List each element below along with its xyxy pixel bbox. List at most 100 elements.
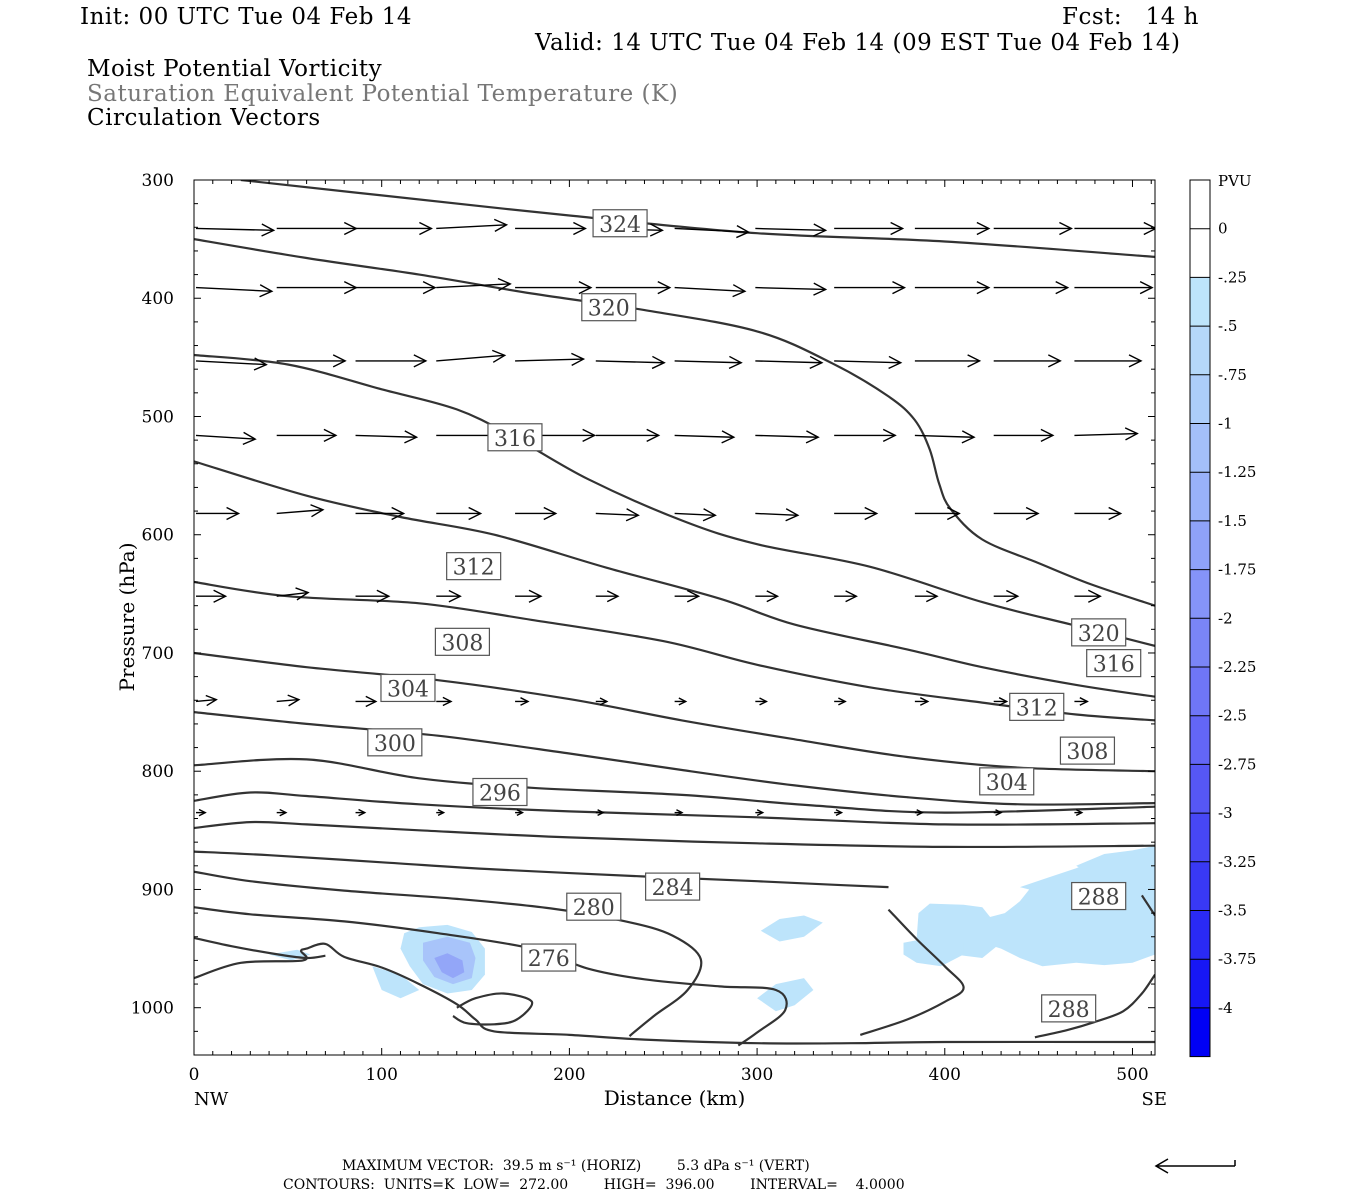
circulation-vector [515,506,558,521]
circulation-vector [674,508,717,522]
svg-text:288: 288 [1078,886,1120,911]
y-tick-label: 600 [142,526,174,546]
contour-label: 308 [434,627,491,656]
colorbar-swatch [1190,667,1210,716]
circulation-vector [515,809,525,817]
pv-shade-region [1076,845,1155,878]
plot-frame [193,179,1156,1056]
circulation-vector [276,280,358,295]
colorbar-label: -3 [1218,804,1233,822]
theta-e-contour-312 [194,460,1155,698]
circulation-vector [195,223,276,237]
pv-shading-layer [269,845,1155,1012]
contour-label: 324 [592,209,648,238]
svg-text:316: 316 [494,427,536,452]
colorbar-swatch [1190,618,1210,668]
contour-label: 304 [380,673,436,702]
colorbar-label: -1.5 [1218,512,1247,530]
theta-e-contour-278 [452,992,534,1026]
svg-text:296: 296 [479,782,521,807]
theta-e-contour-320 [194,238,1155,607]
circulation-vector [914,354,982,368]
svg-text:280: 280 [573,896,615,921]
circulation-vector [276,428,338,443]
circulation-vector [755,355,824,370]
svg-text:324: 324 [599,213,641,238]
circulation-vector [834,355,903,370]
circulation-vector [355,695,378,708]
circulation-vector [355,430,419,444]
colorbar-swatch [1190,277,1210,327]
circulation-vector [993,697,1009,706]
circulation-vector [595,508,640,522]
theta-e-contour-300 [194,711,1155,806]
circulation-vector [674,589,701,603]
colorbar-swatch [1190,228,1210,278]
colorbar-label: -2.25 [1218,658,1256,676]
theta-e-contour-276 [194,942,1155,1045]
circulation-vector [755,508,800,522]
circulation-vector [355,589,391,603]
circulation-vector [674,284,747,298]
pv-shade-region [903,936,964,967]
contour-label: 288 [1041,994,1097,1023]
x-tick-label: 200 [553,1065,585,1085]
colorbar-swatch [1190,326,1210,376]
circulation-vector [834,809,844,817]
circulation-vector [276,694,301,707]
pv-shade-region [963,846,1155,967]
circulation-vector [355,221,433,236]
circulation-vector [834,590,858,603]
circulation-vector [436,506,483,521]
circulation-vector [436,589,462,603]
init-time: Init: 00 UTC Tue 04 Feb 14 [80,4,413,30]
circulation-vector [755,282,828,296]
y-tick-label: 900 [142,880,174,900]
circulation-vector [1074,506,1123,521]
contour-label: 316 [1086,649,1142,678]
circulation-vector [276,354,347,368]
circulation-vector [755,223,828,237]
circulation-vector [595,280,672,295]
svg-text:308: 308 [441,631,483,656]
circulation-vector [276,504,325,518]
circulation-vector [355,280,437,295]
theta-e-contour-288 [859,908,965,1036]
theta-e-contour-286 [194,850,889,889]
pv-shade-region [757,978,814,1012]
svg-text:312: 312 [453,556,495,581]
contour-label: 304 [979,767,1035,796]
svg-text:320: 320 [1078,622,1120,647]
circulation-vector [914,280,991,295]
y-axis-label: Pressure (hPa) [115,543,139,692]
circulation-vector [436,218,509,233]
circulation-vector [674,224,751,239]
contour-label: 316 [487,423,543,452]
colorbar-swatch [1190,423,1210,473]
circulation-vector [755,430,820,444]
circulation-vector [834,221,905,236]
forecast-hour: Fcst: 14 h [1062,4,1199,30]
circulation-vector [196,589,228,603]
colorbar-label: -3.5 [1218,902,1247,920]
y-tick-label: 400 [142,289,174,309]
colorbar-label: -3.75 [1218,950,1256,968]
circulation-vector [515,697,530,706]
circulation-vector [1074,427,1139,441]
circulation-vector [755,590,780,603]
circulation-vector [436,277,512,292]
x-tick-label: 0 [189,1065,200,1085]
x-tick-label: 300 [741,1065,773,1085]
x-tick-label: 100 [365,1065,397,1085]
y-tick-label: 300 [142,171,174,191]
circulation-vector [914,697,930,706]
pv-shade-region [372,966,420,999]
y-tick-label: 800 [142,762,174,782]
circulation-vectors [195,218,1155,817]
circulation-vector [914,809,924,817]
x-right-end-label: SE [1142,1089,1167,1110]
contour-info-note: CONTOURS: UNITS=K LOW= 272.00 HIGH= 396.… [283,1177,905,1193]
colorbar-swatch [1190,715,1210,765]
circulation-vector [993,428,1055,443]
circulation-vector [515,352,586,367]
